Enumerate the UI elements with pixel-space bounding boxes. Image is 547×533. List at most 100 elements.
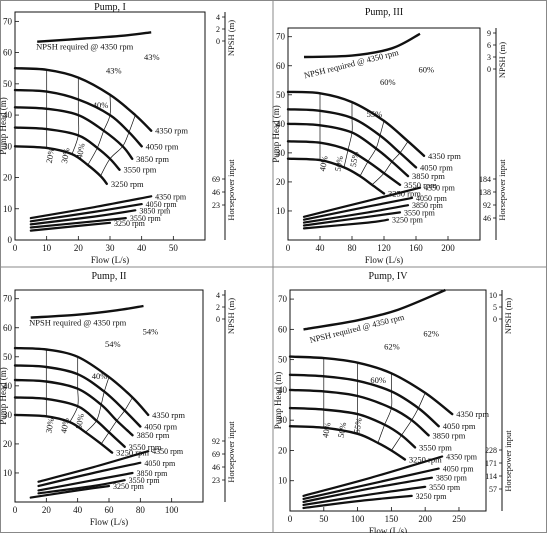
npsh-curve (303, 32, 421, 59)
hp-tick-label: 69 (212, 175, 220, 184)
x-tick-label: 160 (409, 243, 423, 253)
hp-curve (29, 221, 112, 232)
hp-curve (37, 461, 142, 488)
hp-curve-label: 3550 rpm (404, 208, 436, 217)
y-axis-label: Pump Head (m) (273, 372, 283, 430)
npsh-tick-label: 2 (216, 303, 220, 312)
x-tick-label: 0 (288, 514, 293, 524)
head-curve (286, 140, 402, 186)
head-curve (13, 88, 143, 148)
hp-curve (302, 455, 444, 497)
head-curve-label: 3250 rpm (116, 448, 149, 458)
chart-title: Pump, I (94, 2, 126, 13)
hp-curve-label: 3550 rpm (429, 483, 461, 492)
y-axis-label: Pump Head (m) (0, 367, 8, 425)
y-axis-label: Pump Head (m) (0, 97, 8, 155)
x-tick-label: 0 (286, 243, 291, 253)
hp-curve-label: 3550 rpm (130, 214, 162, 223)
y-tick-label: 50 (278, 355, 288, 365)
head-curve (13, 346, 150, 417)
hp-curve (302, 218, 390, 230)
hp-curve (29, 209, 137, 226)
npsh-axis-label: NPSH (m) (503, 298, 513, 334)
npsh-tick-label: 10 (489, 291, 497, 300)
head-curve-label: 3550 rpm (419, 442, 452, 452)
hp-curve-label: 3250 rpm (392, 216, 424, 225)
head-curve (288, 425, 407, 461)
y-tick-label: 60 (276, 61, 286, 71)
npsh-curve (37, 31, 152, 43)
head-curve-label: 3250 rpm (111, 179, 144, 189)
npsh-tick-label: 2 (216, 25, 220, 34)
efficiency-label: 55% (351, 417, 364, 434)
x-tick-label: 100 (351, 514, 365, 524)
npsh-tick-label: 9 (487, 29, 491, 38)
efficiency-label: 60% (418, 65, 434, 75)
hp-curve-label: 4050 rpm (443, 465, 475, 474)
efficiency-label: 40% (74, 142, 87, 159)
npsh-tick-label: 0 (487, 65, 491, 74)
efficiency-label: 20% (44, 147, 57, 164)
hp-curve-label: 4350 rpm (152, 447, 184, 456)
npsh-curve-label: NPSH required @ 4350 rpm (303, 47, 400, 80)
hp-curve (37, 479, 126, 495)
npsh-tick-label: 0 (216, 315, 220, 324)
x-tick-label: 40 (73, 505, 83, 515)
x-tick-label: 40 (137, 243, 147, 253)
hp-curve-label: 3250 rpm (114, 219, 146, 228)
hp-axis-label: Horsepower input (497, 159, 507, 221)
efficiency-label: 40% (93, 100, 109, 110)
npsh-curve-label: NPSH required @ 4350 rpm (309, 312, 406, 345)
hp-curve (37, 450, 150, 483)
hp-curve-label: 3250 rpm (113, 482, 145, 491)
hp-curve-label: 4350 rpm (155, 192, 187, 201)
npsh-curve-label: NPSH required @ 4350 rpm (29, 318, 126, 328)
y-tick-label: 20 (278, 445, 288, 455)
npsh-tick-label: 0 (216, 37, 220, 46)
y-tick-label: 70 (3, 16, 13, 26)
head-curve-label: 4350 rpm (155, 126, 188, 136)
y-tick-label: 0 (8, 235, 13, 245)
hp-curve-label: 3850 rpm (436, 474, 468, 483)
head-curve (13, 396, 126, 448)
hp-curve (37, 471, 134, 492)
y-tick-label: 60 (3, 323, 13, 333)
head-curve-label: 3550 rpm (124, 165, 157, 175)
head-curve (286, 157, 386, 195)
y-tick-label: 10 (3, 468, 13, 478)
npsh-tick-label: 4 (216, 291, 220, 300)
head-curve-label: 4050 rpm (144, 421, 177, 431)
efficiency-label: 62% (384, 342, 400, 352)
efficiency-label: 60% (370, 375, 386, 385)
y-tick-label: 40 (3, 110, 13, 120)
hp-tick-label: 23 (212, 201, 220, 210)
head-curve (13, 126, 121, 171)
hp-curve (302, 211, 402, 227)
plot-frame (289, 289, 487, 512)
head-curve (288, 355, 454, 416)
y-tick-label: 60 (3, 48, 13, 58)
x-tick-label: 10 (42, 243, 52, 253)
head-curve-label: 3850 rpm (433, 430, 466, 440)
hp-curve-label: 4050 rpm (146, 200, 178, 209)
hp-axis-label: Horsepower input (226, 159, 236, 221)
head-curve-label: 4050 rpm (420, 162, 453, 172)
npsh-tick-label: 0 (493, 315, 497, 324)
hp-curve (302, 467, 440, 500)
hp-tick-label: 92 (212, 437, 220, 446)
y-tick-label: 50 (276, 90, 286, 100)
npsh-axis-label: NPSH (m) (226, 20, 236, 56)
head-curve-label: 4050 rpm (146, 141, 179, 151)
efficiency-label: 50% (336, 421, 349, 438)
hp-tick-label: 57 (489, 485, 497, 494)
hp-curve (302, 196, 414, 221)
x-tick-label: 20 (74, 243, 84, 253)
hp-curve-label: 3850 rpm (412, 201, 444, 210)
npsh-tick-label: 4 (216, 13, 220, 22)
efficiency-label: 55% (348, 151, 361, 168)
head-curve-label: 4350 rpm (456, 409, 489, 419)
head-curve-label: 3250 rpm (409, 455, 442, 465)
head-curve (13, 413, 114, 454)
